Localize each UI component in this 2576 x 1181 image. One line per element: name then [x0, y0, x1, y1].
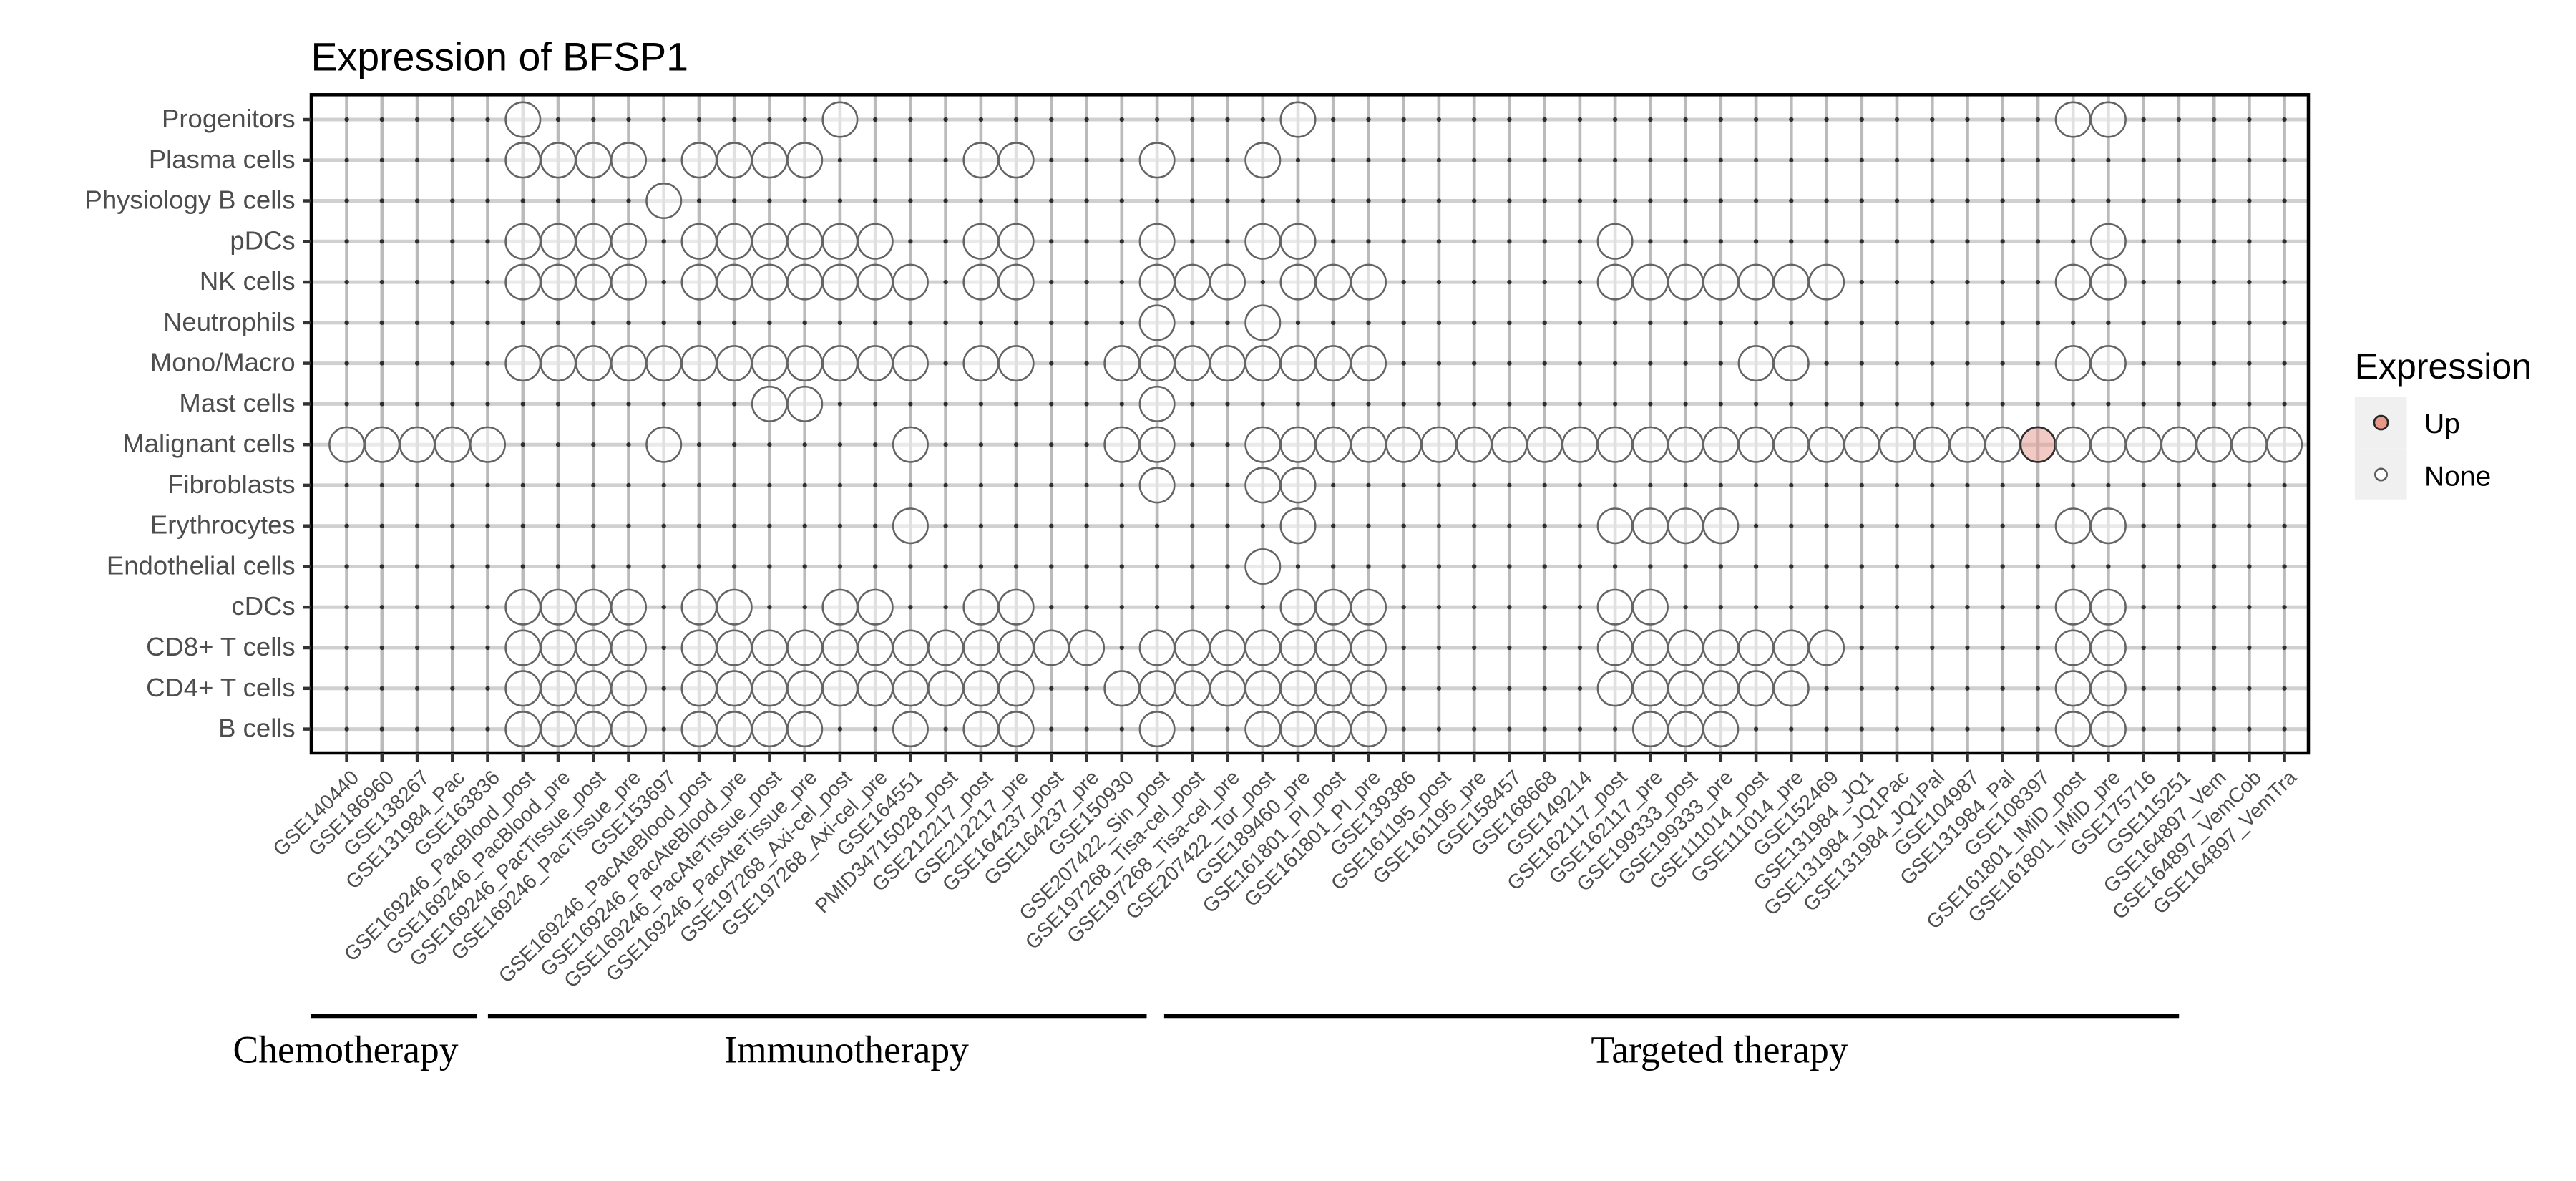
- svg-text:Physiology B cells: Physiology B cells: [85, 185, 296, 215]
- svg-text:cDCs: cDCs: [231, 591, 295, 621]
- svg-text:CD8+ T cells: CD8+ T cells: [146, 632, 296, 661]
- svg-text:Malignant cells: Malignant cells: [122, 429, 295, 458]
- svg-text:Fibroblasts: Fibroblasts: [167, 470, 296, 499]
- svg-text:Mast cells: Mast cells: [179, 388, 295, 417]
- svg-text:Progenitors: Progenitors: [162, 104, 296, 133]
- svg-text:Chemotherapy: Chemotherapy: [233, 1029, 459, 1071]
- svg-text:Immunotherapy: Immunotherapy: [724, 1029, 969, 1071]
- svg-text:Expression: Expression: [2355, 346, 2532, 387]
- svg-text:None: None: [2424, 462, 2491, 492]
- svg-text:NK cells: NK cells: [200, 266, 296, 296]
- svg-text:Mono/Macro: Mono/Macro: [150, 348, 296, 377]
- svg-text:B cells: B cells: [218, 714, 296, 743]
- svg-text:Targeted therapy: Targeted therapy: [1591, 1029, 1848, 1071]
- svg-text:pDCs: pDCs: [230, 225, 295, 255]
- svg-text:Up: Up: [2424, 409, 2460, 439]
- svg-text:Expression of BFSP1: Expression of BFSP1: [311, 34, 689, 79]
- svg-text:Neutrophils: Neutrophils: [163, 307, 296, 336]
- svg-text:Erythrocytes: Erythrocytes: [150, 510, 296, 540]
- svg-text:CD4+ T cells: CD4+ T cells: [146, 673, 296, 702]
- svg-text:Endothelial cells: Endothelial cells: [107, 551, 296, 580]
- svg-text:Plasma cells: Plasma cells: [149, 145, 296, 174]
